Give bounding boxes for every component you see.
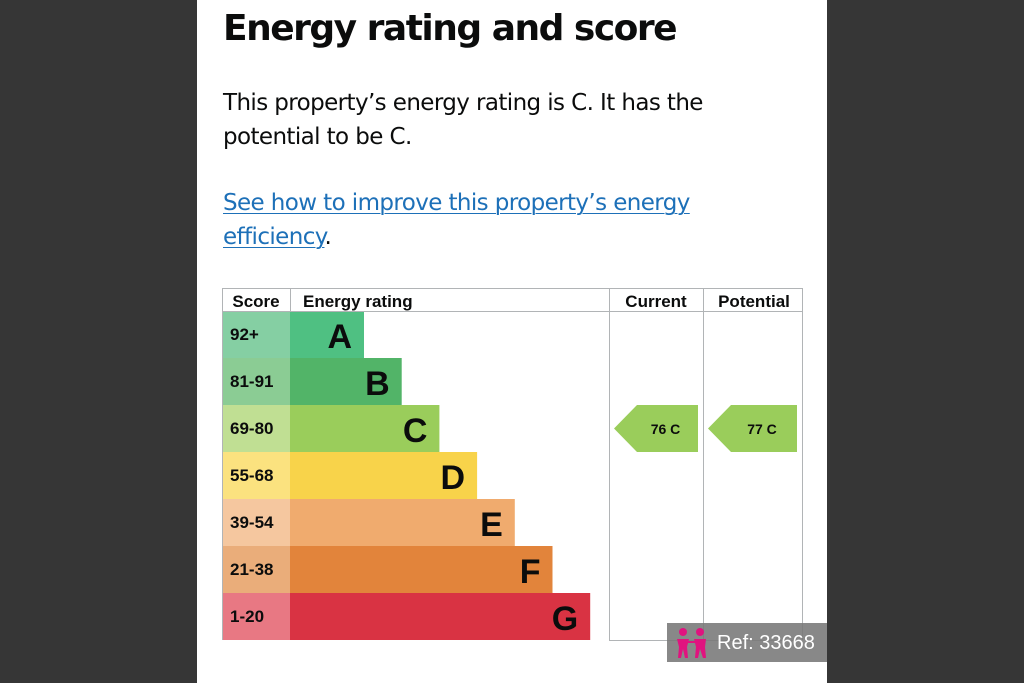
score-range-g: 1-20 [230,607,264,626]
current-rating-label: 76 C [651,421,681,437]
score-range-b: 81-91 [230,372,273,391]
current-rating-arrow [614,405,698,452]
score-cell-c [222,405,290,452]
header-score: Score [232,292,279,311]
band-letter-c: C [403,412,428,450]
band-bar-a [290,311,364,358]
band-letter-b: B [365,365,390,403]
score-range-a: 92+ [230,325,259,344]
bands-layer: 92+ A 81-91 B 69-80 C 55-68 D 39-54 E 21-38 F 1-20 G [222,311,591,640]
potential-rating-arrow [708,405,797,452]
score-cell-e [222,499,290,546]
rating-description: This property’s energy rating is C. It h… [223,90,703,150]
band-letter-d: D [441,459,466,497]
improve-efficiency-link[interactable]: See how to improve this property’s energ… [223,190,690,250]
header-current: Current [625,292,687,311]
band-bar-c [290,405,440,452]
score-range-f: 21-38 [230,560,273,579]
potential-rating-label: 77 C [747,421,777,437]
band-bar-g [290,593,591,640]
reference-text: Ref: 33668 [717,632,815,654]
score-range-e: 39-54 [230,513,274,532]
score-cell-g [222,593,290,640]
band-bar-e [290,499,515,546]
people-icon [677,628,706,658]
band-bar-b [290,358,402,405]
grid-layer [222,288,803,641]
link-suffix: . [324,224,332,250]
improve-paragraph: See how to improve this property’s energ… [223,186,783,254]
header-energy-rating: Energy rating [303,292,413,311]
band-bar-f [290,546,553,593]
score-cell-f [222,546,290,593]
band-letter-e: E [480,506,503,544]
band-letter-g: G [552,600,578,638]
score-cell-a [222,311,290,358]
arrows-layer: 76 C 77 C [614,405,797,452]
score-range-c: 69-80 [230,419,273,438]
band-letter-f: F [520,553,541,591]
score-range-d: 55-68 [230,466,273,485]
header-potential: Potential [718,292,790,311]
band-bar-d [290,452,478,499]
section-title: Energy rating and score [223,8,678,49]
reference-watermark: Ref: 33668 [667,623,827,662]
band-letter-a: A [327,318,352,356]
score-cell-d [222,452,290,499]
score-cell-b [222,358,290,405]
